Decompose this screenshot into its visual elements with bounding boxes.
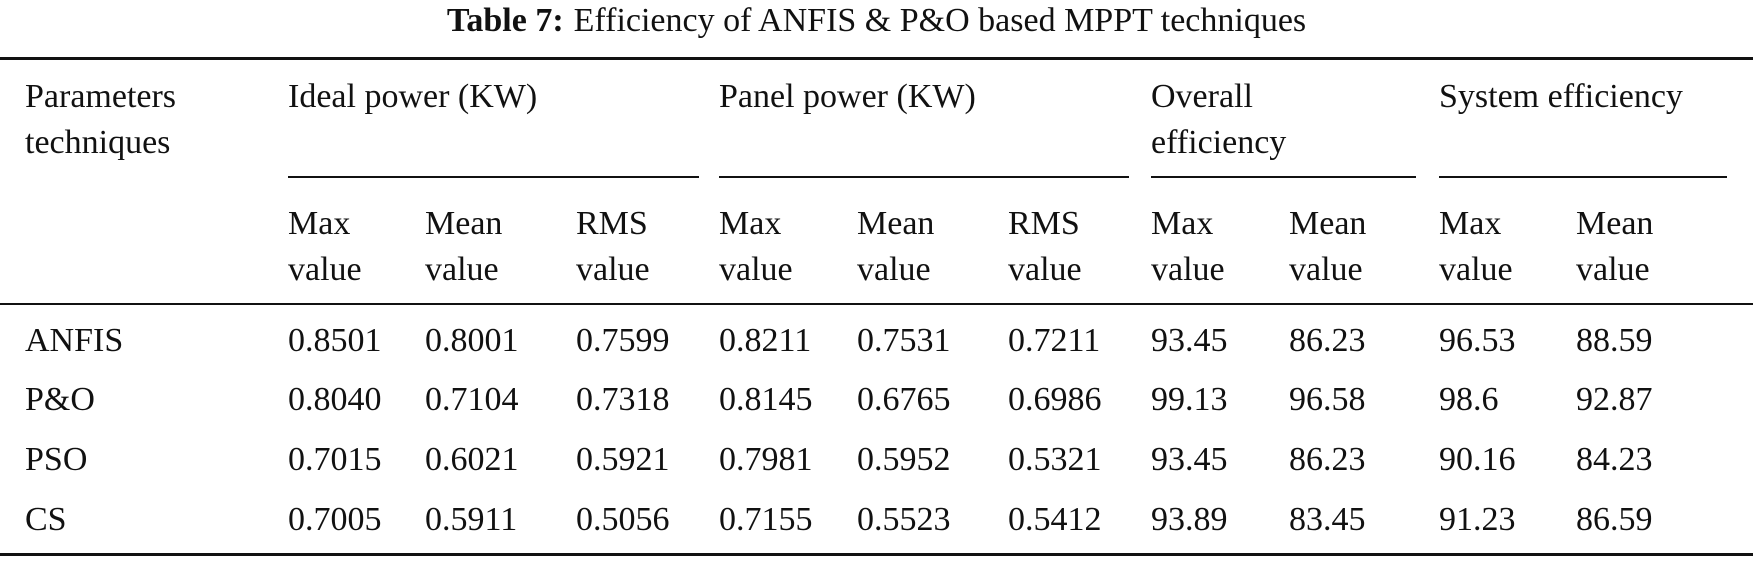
group-header: Panel power (KW) bbox=[719, 78, 976, 115]
cell: 0.8211 bbox=[719, 322, 812, 359]
cell: 0.7599 bbox=[576, 322, 670, 359]
cell: 0.7531 bbox=[857, 322, 951, 359]
cell: 0.7015 bbox=[288, 441, 382, 478]
column-header: Mean value bbox=[425, 205, 503, 288]
cell: 93.89 bbox=[1151, 501, 1228, 538]
group-underline bbox=[1439, 176, 1727, 178]
cell: 0.5952 bbox=[857, 441, 951, 478]
cell: 0.8040 bbox=[288, 381, 382, 418]
group-underline bbox=[719, 176, 1129, 178]
group-header: Overall efficiency bbox=[1151, 78, 1287, 161]
cell: 91.23 bbox=[1439, 501, 1516, 538]
caption-text: Efficiency of ANFIS & P&O based MPPT tec… bbox=[573, 2, 1307, 39]
corner-header: Parameters techniques bbox=[25, 78, 177, 161]
column-header: Mean value bbox=[1576, 205, 1654, 288]
column-header: Mean value bbox=[1289, 205, 1367, 288]
cell: 0.6986 bbox=[1008, 381, 1102, 418]
cell: 96.53 bbox=[1439, 322, 1516, 359]
cell: 0.5056 bbox=[576, 501, 670, 538]
cell: 90.16 bbox=[1439, 441, 1516, 478]
cell: 86.23 bbox=[1289, 441, 1366, 478]
cell: 0.5321 bbox=[1008, 441, 1102, 478]
bottom-rule bbox=[0, 553, 1753, 556]
cell: 0.8001 bbox=[425, 322, 519, 359]
column-header: Max value bbox=[1151, 205, 1225, 288]
column-header: Max value bbox=[719, 205, 793, 288]
top-rule bbox=[0, 57, 1753, 60]
group-header: System efficiency bbox=[1439, 78, 1683, 115]
cell: 88.59 bbox=[1576, 322, 1653, 359]
column-header: Mean value bbox=[857, 205, 935, 288]
caption-label: Table 7: bbox=[446, 2, 564, 39]
row-label: P&O bbox=[25, 381, 95, 418]
row-label: CS bbox=[25, 501, 67, 538]
cell: 99.13 bbox=[1151, 381, 1228, 418]
cell: 0.5412 bbox=[1008, 501, 1102, 538]
column-header: RMS value bbox=[1008, 205, 1082, 288]
column-header: Max value bbox=[288, 205, 362, 288]
cell: 0.5921 bbox=[576, 441, 670, 478]
table-caption: Table 7: Efficiency of ANFIS & P&O based … bbox=[0, 0, 1753, 42]
cell: 98.6 bbox=[1439, 381, 1499, 418]
cell: 86.59 bbox=[1576, 501, 1653, 538]
cell: 0.6021 bbox=[425, 441, 519, 478]
cell: 96.58 bbox=[1289, 381, 1366, 418]
cell: 0.7104 bbox=[425, 381, 519, 418]
row-label: PSO bbox=[25, 441, 88, 478]
row-label: ANFIS bbox=[25, 322, 124, 359]
cell: 0.5523 bbox=[857, 501, 951, 538]
group-underline bbox=[1151, 176, 1416, 178]
column-header: Max value bbox=[1439, 205, 1513, 288]
cell: 0.7155 bbox=[719, 501, 813, 538]
cell: 0.8145 bbox=[719, 381, 813, 418]
cell: 93.45 bbox=[1151, 441, 1228, 478]
cell: 0.7211 bbox=[1008, 322, 1101, 359]
cell: 93.45 bbox=[1151, 322, 1228, 359]
group-header: Ideal power (KW) bbox=[288, 78, 538, 115]
cell: 0.8501 bbox=[288, 322, 382, 359]
cell: 92.87 bbox=[1576, 381, 1653, 418]
cell: 0.7005 bbox=[288, 501, 382, 538]
cell: 0.5911 bbox=[425, 501, 518, 538]
cell: 0.6765 bbox=[857, 381, 951, 418]
mid-rule bbox=[0, 303, 1753, 305]
cell: 86.23 bbox=[1289, 322, 1366, 359]
group-underline bbox=[288, 176, 699, 178]
cell: 0.7318 bbox=[576, 381, 670, 418]
cell: 0.7981 bbox=[719, 441, 813, 478]
cell: 83.45 bbox=[1289, 501, 1366, 538]
cell: 84.23 bbox=[1576, 441, 1653, 478]
column-header: RMS value bbox=[576, 205, 650, 288]
